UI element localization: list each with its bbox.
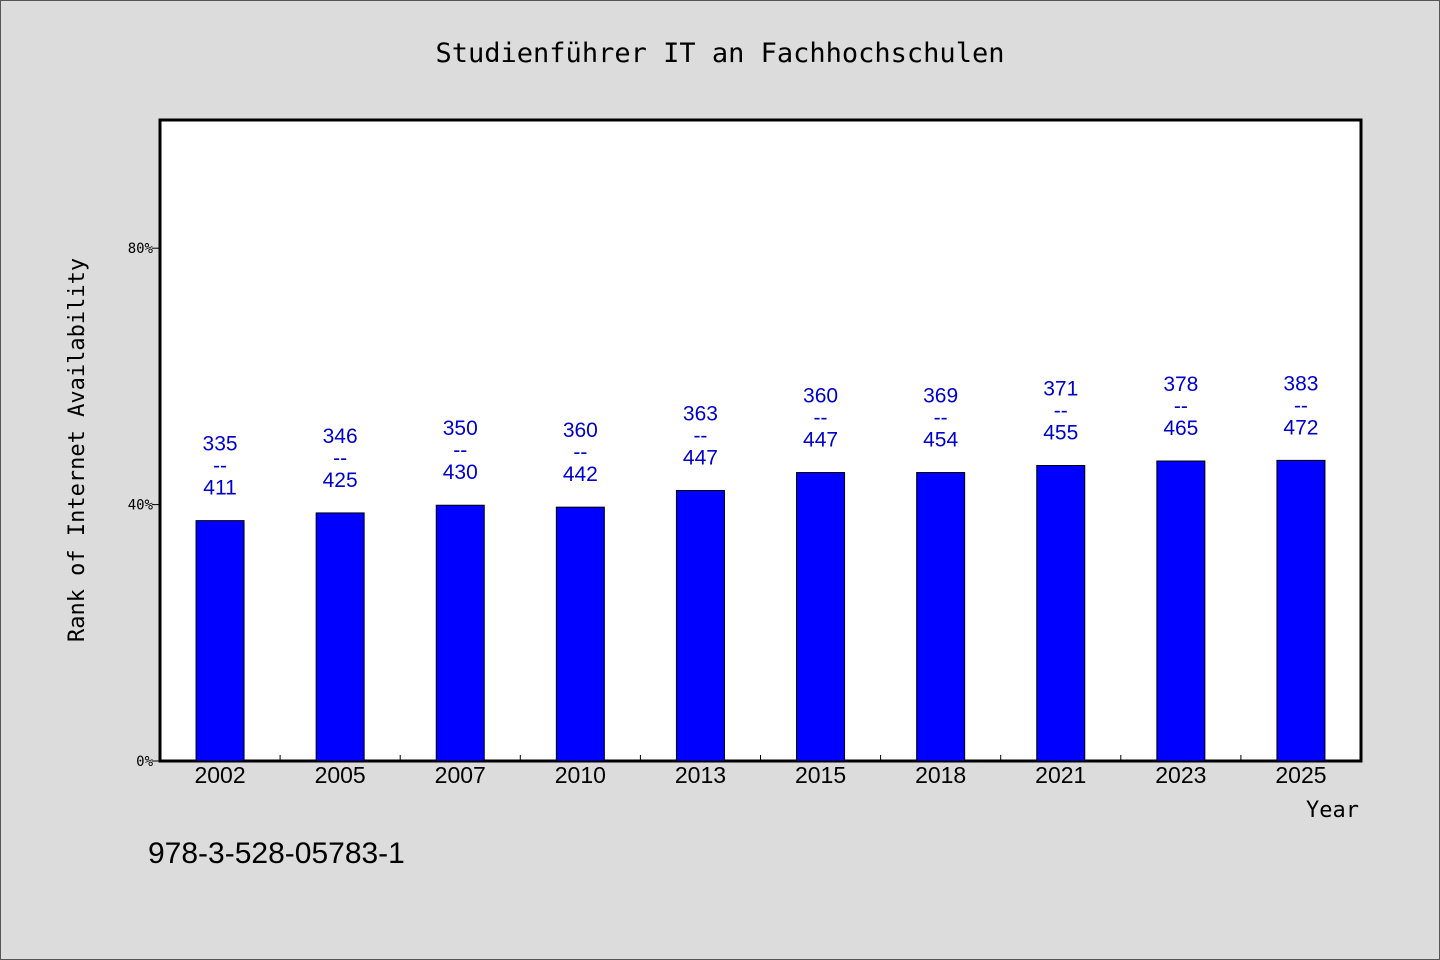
x-tick-label: 2018 — [915, 762, 966, 788]
x-tick-label: 2013 — [675, 762, 726, 788]
y-tick-label: 80% — [128, 241, 154, 257]
data-label-rank: 371 — [1043, 377, 1078, 400]
data-label-total: 411 — [203, 477, 236, 500]
bar-2021 — [1036, 464, 1086, 762]
data-label-separator: -- — [213, 455, 227, 478]
data-label-total: 447 — [683, 446, 718, 469]
y-tick-label: 40% — [128, 498, 154, 514]
x-tick-label: 2002 — [194, 762, 245, 788]
data-label-rank: 335 — [203, 433, 238, 456]
bars-group — [195, 459, 1326, 762]
data-label-rank: 363 — [683, 402, 718, 425]
chart-title: Studienführer IT an Fachhochschulen — [436, 38, 1005, 69]
data-labels-group: 335--411346--425350--430360--442363--447… — [203, 372, 1319, 499]
data-label-rank: 360 — [563, 419, 598, 442]
data-label-separator: -- — [934, 407, 948, 430]
bar-2025 — [1276, 459, 1326, 762]
isbn-footnote: 978-3-528-05783-1 — [148, 837, 405, 870]
data-label-rank: 346 — [323, 425, 358, 448]
x-tick-label: 2015 — [795, 762, 846, 788]
x-tick-label: 2005 — [315, 762, 366, 788]
bar-2015 — [796, 472, 846, 762]
x-tick-label: 2007 — [435, 762, 486, 788]
data-label-separator: -- — [333, 447, 347, 470]
x-tick-label: 2023 — [1155, 762, 1206, 788]
x-tick-label: 2010 — [555, 762, 606, 788]
data-label-rank: 378 — [1163, 373, 1198, 396]
y-tick-label: 0% — [136, 754, 153, 770]
bar-2023 — [1156, 460, 1206, 762]
y-axis-label: Rank of Internet Availability — [65, 258, 90, 642]
data-label-separator: -- — [814, 407, 828, 430]
x-tick-label: 2025 — [1275, 762, 1326, 788]
data-label-rank: 350 — [443, 417, 478, 440]
bar-2010 — [555, 506, 605, 762]
data-label-total: 465 — [1163, 417, 1198, 440]
data-label-total: 472 — [1283, 416, 1318, 439]
data-label-total: 430 — [443, 461, 478, 484]
data-label-rank: 369 — [923, 385, 958, 408]
bar-2002 — [195, 520, 245, 762]
data-label-total: 455 — [1043, 421, 1078, 444]
data-label-rank: 383 — [1283, 372, 1318, 395]
x-axis-label: Year — [1306, 798, 1359, 823]
bar-2007 — [435, 504, 485, 762]
bar-2018 — [916, 472, 966, 762]
data-label-total: 454 — [923, 429, 958, 452]
data-label-separator: -- — [453, 439, 467, 462]
data-label-total: 442 — [563, 463, 598, 486]
x-axis: 2002 2005 2007 2010 2013 2015 2018 2021 2023 2025 — [194, 755, 1327, 788]
data-label-total: 447 — [803, 429, 838, 452]
data-label-separator: -- — [1054, 399, 1068, 422]
bar-2013 — [675, 489, 725, 762]
data-label-separator: -- — [1174, 395, 1188, 418]
data-label-rank: 360 — [803, 385, 838, 408]
data-label-separator: -- — [573, 441, 587, 464]
data-label-separator: -- — [693, 424, 707, 447]
y-axis: 0% 40% 80% — [128, 241, 160, 770]
bar-2005 — [315, 512, 365, 762]
x-tick-label: 2021 — [1035, 762, 1086, 788]
data-label-total: 425 — [323, 469, 358, 492]
data-label-separator: -- — [1294, 394, 1308, 417]
